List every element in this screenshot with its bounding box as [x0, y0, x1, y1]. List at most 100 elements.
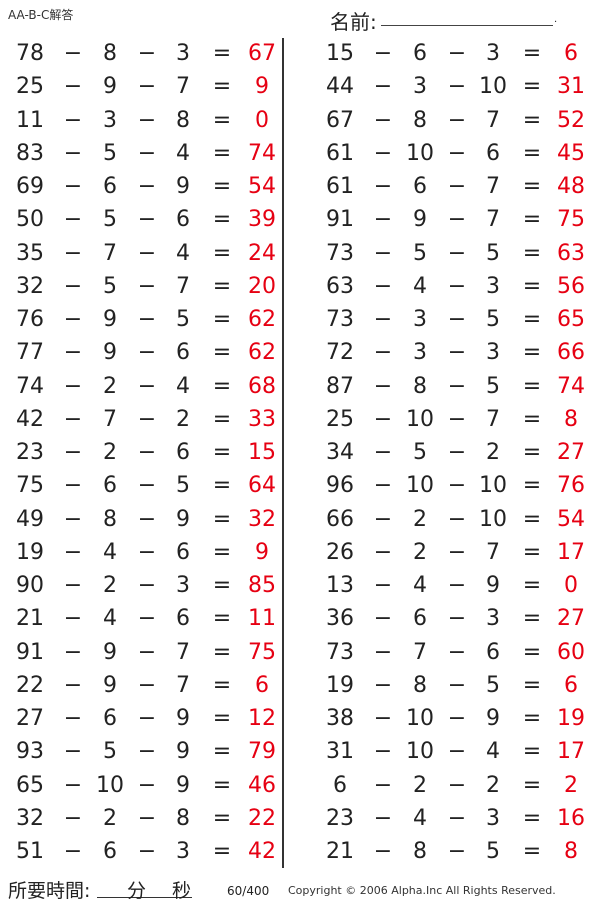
subtrahend-2: 3	[486, 805, 500, 831]
equals-sign: =	[212, 273, 232, 299]
minus-sign: −	[447, 41, 467, 66]
minuend: 67	[326, 107, 354, 133]
subtrahend-1: 8	[413, 839, 427, 864]
minuend: 36	[326, 606, 354, 632]
minus-sign: −	[137, 406, 157, 432]
minus-sign: −	[373, 140, 393, 166]
seconds-label: 秒	[172, 880, 192, 902]
equals-sign: =	[522, 440, 542, 465]
subtrahend-1: 6	[103, 706, 117, 731]
answer: 60	[557, 639, 585, 665]
minus-sign: −	[447, 140, 467, 166]
equals-sign: =	[212, 839, 232, 864]
subtrahend-2: 9	[176, 174, 190, 199]
minus-sign: −	[447, 107, 467, 133]
subtrahend-2: 5	[176, 307, 190, 332]
minuend: 32	[16, 273, 44, 299]
minuend: 27	[16, 706, 44, 731]
minus-sign: −	[373, 839, 393, 864]
subtrahend-2: 2	[176, 406, 190, 432]
subtrahend-2: 7	[486, 107, 500, 133]
equals-sign: =	[522, 240, 542, 266]
minus-sign: −	[373, 672, 393, 698]
subtrahend-2: 3	[486, 273, 500, 299]
equals-sign: =	[522, 606, 542, 632]
minus-sign: −	[63, 440, 83, 465]
subtrahend-1: 6	[413, 41, 427, 66]
answer: 46	[248, 772, 276, 798]
minus-sign: −	[373, 174, 393, 199]
minuend: 61	[326, 174, 354, 199]
minuend: 6	[333, 772, 347, 798]
name-field[interactable]	[381, 25, 553, 26]
answer: 9	[255, 539, 269, 565]
equals-sign: =	[522, 573, 542, 598]
minus-sign: −	[137, 307, 157, 332]
column-divider	[282, 38, 284, 868]
answer: 6	[564, 672, 578, 698]
subtrahend-1: 5	[103, 207, 117, 233]
minus-sign: −	[373, 440, 393, 465]
minutes-label: 分	[127, 880, 147, 902]
minus-sign: −	[137, 506, 157, 532]
answer: 33	[248, 406, 276, 432]
minus-sign: −	[373, 74, 393, 100]
answer: 85	[248, 573, 276, 598]
answer: 74	[557, 373, 585, 399]
minus-sign: −	[373, 340, 393, 366]
time-field[interactable]	[97, 897, 192, 898]
copyright: Copyright © 2006 Alpha.Inc All Rights Re…	[288, 884, 556, 897]
subtrahend-2: 3	[176, 839, 190, 864]
subtrahend-1: 2	[103, 805, 117, 831]
equals-sign: =	[522, 140, 542, 166]
subtrahend-2: 6	[486, 140, 500, 166]
equals-sign: =	[212, 307, 232, 332]
subtrahend-2: 10	[479, 473, 507, 499]
equals-sign: =	[522, 506, 542, 532]
equals-sign: =	[212, 207, 232, 233]
minus-sign: −	[447, 805, 467, 831]
equals-sign: =	[522, 406, 542, 432]
answer: 45	[557, 140, 585, 166]
subtrahend-1: 9	[413, 207, 427, 233]
minuend: 19	[326, 672, 354, 698]
answer: 0	[255, 107, 269, 133]
minuend: 74	[16, 373, 44, 399]
subtrahend-1: 8	[413, 107, 427, 133]
subtrahend-1: 3	[103, 107, 117, 133]
minus-sign: −	[63, 273, 83, 299]
minus-sign: −	[63, 539, 83, 565]
answer: 0	[564, 573, 578, 598]
answer: 19	[557, 706, 585, 731]
subtrahend-1: 10	[406, 706, 434, 731]
subtrahend-1: 5	[103, 739, 117, 765]
minus-sign: −	[447, 506, 467, 532]
minus-sign: −	[137, 639, 157, 665]
minuend: 23	[16, 440, 44, 465]
minus-sign: −	[63, 406, 83, 432]
minus-sign: −	[63, 41, 83, 66]
equals-sign: =	[522, 207, 542, 233]
minuend: 91	[16, 639, 44, 665]
equals-sign: =	[522, 739, 542, 765]
minus-sign: −	[447, 573, 467, 598]
subtrahend-2: 9	[486, 706, 500, 731]
subtrahend-1: 4	[413, 805, 427, 831]
minus-sign: −	[373, 473, 393, 499]
minus-sign: −	[447, 207, 467, 233]
subtrahend-2: 2	[486, 440, 500, 465]
answer: 75	[248, 639, 276, 665]
minuend: 32	[16, 805, 44, 831]
subtrahend-2: 10	[479, 506, 507, 532]
minuend: 76	[16, 307, 44, 332]
subtrahend-1: 7	[103, 240, 117, 266]
answer: 9	[255, 74, 269, 100]
answer: 32	[248, 506, 276, 532]
equals-sign: =	[522, 107, 542, 133]
minus-sign: −	[447, 739, 467, 765]
subtrahend-1: 4	[413, 273, 427, 299]
minuend: 87	[326, 373, 354, 399]
answer: 52	[557, 107, 585, 133]
subtrahend-2: 6	[176, 207, 190, 233]
minus-sign: −	[447, 406, 467, 432]
